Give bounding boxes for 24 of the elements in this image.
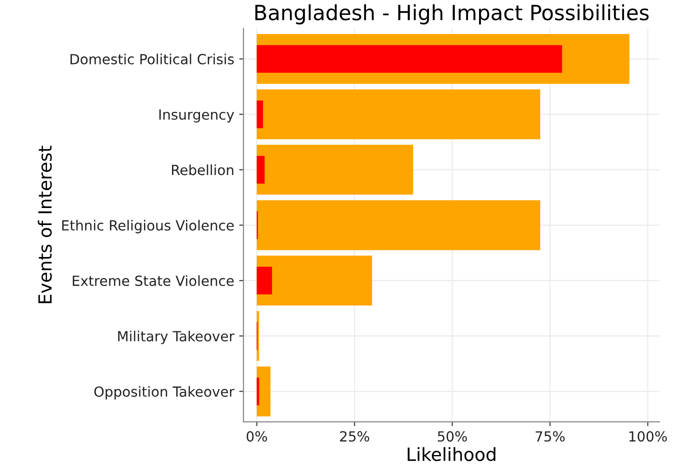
y-tick-label: Insurgency: [159, 109, 234, 122]
x-tick-label: 50%: [438, 431, 467, 442]
x-tick-label: 25%: [340, 431, 370, 442]
bar: [256, 89, 540, 140]
y-tick-label: Ethnic Religious Violence: [62, 220, 234, 234]
x-axis-title: Likelihood: [408, 447, 496, 462]
x-tick-label: 75%: [536, 431, 565, 442]
bar: [256, 156, 265, 184]
bar: [256, 256, 372, 306]
bar: [256, 266, 272, 294]
x-tick-label: 100%: [629, 431, 667, 442]
chart-title: Bangladesh - High Impact Possibilities: [255, 4, 649, 24]
bar: [256, 200, 540, 250]
y-axis-title: Events of Interest: [38, 146, 52, 304]
y-tick-label: Domestic Political Crisis: [70, 54, 234, 64]
y-tick-label: Military Takeover: [118, 330, 234, 344]
bar: [256, 366, 270, 416]
y-tick-label: Rebellion: [172, 164, 234, 176]
bar: [256, 144, 414, 195]
bar: [256, 100, 264, 128]
y-tick-label: Extreme State Violence: [72, 275, 234, 286]
x-tick-label: 0%: [246, 431, 268, 442]
bar: [256, 45, 562, 73]
y-tick-label: Opposition Takeover: [94, 386, 234, 400]
